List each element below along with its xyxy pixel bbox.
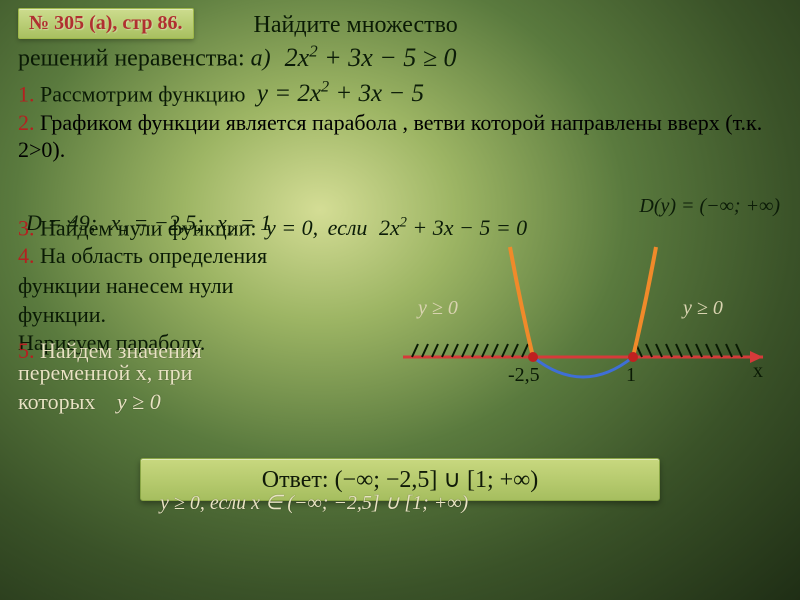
x-axis-label: x: [753, 360, 763, 383]
step1-formula: y = 2x2 + 3x − 5: [257, 80, 424, 107]
step4-num: 4.: [18, 243, 35, 268]
s5l1: Найдем значения: [35, 338, 202, 363]
step3-f1: y = 0,: [266, 215, 318, 240]
yge-left: y ≥ 0: [418, 297, 458, 320]
problem-label: а): [251, 46, 271, 72]
s4l1: На область определения: [35, 243, 268, 268]
step1: 1. Рассмотрим функцию y = 2x2 + 3x − 5: [18, 78, 782, 108]
step1-num: 1.: [18, 81, 35, 106]
step2: 2. Графиком функции является парабола , …: [18, 110, 782, 164]
slide-root: № 305 (а), стр 86. Найдите множество реш…: [0, 0, 800, 600]
problem-formula: 2x2 + 3x − 5 ≥ 0: [285, 43, 457, 72]
answer-value: (−∞; −2,5] ∪ [1; +∞): [335, 467, 539, 493]
yge-right: y ≥ 0: [683, 297, 723, 320]
step3-text: Найдем нули функции:: [35, 215, 257, 240]
step3-if: если: [328, 215, 368, 240]
problem-badge: № 305 (а), стр 86.: [18, 8, 194, 39]
step3-num: 3.: [18, 215, 35, 240]
step1-text: Рассмотрим функцию: [35, 81, 246, 106]
s4l3: функции.: [18, 301, 398, 329]
title-prefix: решений неравенства:: [18, 46, 245, 72]
title-line1: Найдите множество: [254, 10, 458, 40]
lower-columns: 4. На область определения функции нанесе…: [18, 242, 782, 418]
x1-label: -2,5: [508, 364, 540, 387]
graph: y ≥ 0 y ≥ 0 -2,5 1 x: [398, 242, 778, 412]
step2-num: 2.: [18, 110, 35, 135]
x2-label: 1: [626, 364, 636, 387]
step3-f2: 2x2 + 3x − 5 = 0: [379, 215, 527, 240]
title-line2: решений неравенства: а) 2x2 + 3x − 5 ≥ 0: [18, 40, 782, 74]
s5l3: которых y ≥ 0: [18, 388, 398, 416]
s4l2: функции нанесем нули: [18, 272, 398, 300]
left-text-col: 4. На область определения функции нанесе…: [18, 242, 398, 418]
step5-num: 5.: [18, 338, 35, 363]
top-row: № 305 (а), стр 86. Найдите множество: [18, 8, 782, 40]
answer-label: Ответ:: [262, 467, 329, 493]
step2-text: Графиком функции является парабола , вет…: [18, 110, 762, 162]
s5-cond: y ≥ 0: [117, 389, 161, 414]
domain-formula: D(y) = (−∞; +∞): [639, 195, 780, 218]
graph-svg: [398, 242, 778, 412]
bottom-formula: y ≥ 0, если x ∈ (−∞; −2,5] ∪ [1; +∞): [160, 490, 468, 515]
step3: 3. Найдем нули функции: y = 0, если 2x2 …: [18, 215, 527, 241]
